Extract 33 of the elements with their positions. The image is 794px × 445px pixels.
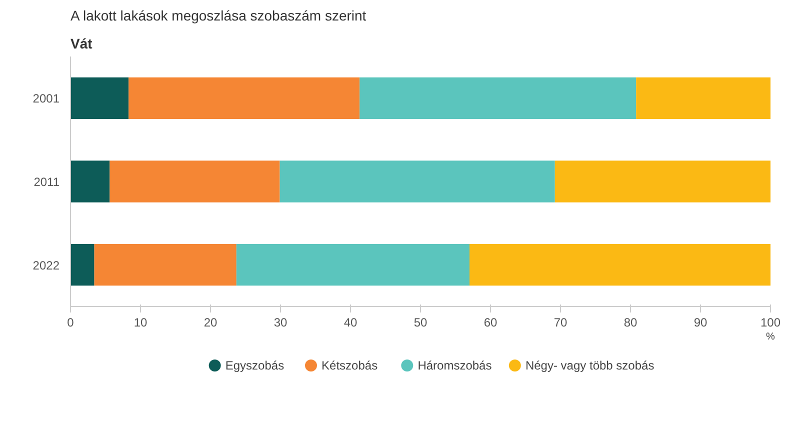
x-tick-label: 60: [484, 316, 498, 330]
chart-subtitle: Vát: [70, 36, 93, 52]
legend-label: Háromszobás: [418, 358, 492, 372]
legend-label: Kétszobás: [322, 358, 378, 372]
x-tick-label: 40: [344, 316, 358, 330]
y-tick-label: 2001: [32, 92, 60, 106]
x-tick-label: 100: [760, 316, 781, 330]
x-tick-label: 10: [134, 316, 148, 330]
bar: [280, 160, 555, 202]
bar: [470, 244, 770, 286]
x-tick-label: 20: [204, 316, 218, 330]
x-tick-label: 0: [67, 316, 74, 330]
x-axis-title: %: [766, 332, 776, 342]
bar: [70, 160, 110, 202]
legend-label: Egyszobás: [225, 358, 284, 372]
x-tick-label: 50: [414, 316, 428, 330]
chart-title: A lakott lakások megoszlása szobaszám szerint: [70, 8, 366, 24]
bar: [94, 244, 236, 286]
x-tick-label: 70: [554, 316, 568, 330]
bar: [636, 77, 770, 119]
x-tick-label: 90: [694, 316, 708, 330]
x-tick-label: 30: [274, 316, 288, 330]
legend-label: Négy- vagy több szobás: [525, 358, 654, 372]
y-tick-label: 2022: [32, 258, 60, 272]
bar: [70, 244, 94, 286]
bar: [110, 160, 280, 202]
bar: [236, 244, 470, 286]
bar: [128, 77, 360, 119]
x-tick-label: 80: [624, 316, 638, 330]
bar: [360, 77, 636, 119]
bar: [70, 77, 129, 119]
bar: [554, 160, 770, 202]
y-tick-label: 2011: [34, 175, 60, 189]
